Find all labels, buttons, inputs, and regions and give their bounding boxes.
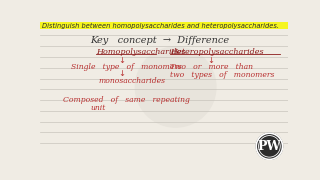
- Text: Homopolysaccharides: Homopolysaccharides: [96, 48, 185, 56]
- Text: monosaccharides: monosaccharides: [98, 77, 165, 85]
- Text: unit: unit: [90, 104, 106, 112]
- Circle shape: [135, 47, 216, 127]
- Text: Key   concept  →  Difference: Key concept → Difference: [91, 36, 230, 45]
- Text: Two   or   more   than: Two or more than: [170, 63, 253, 71]
- Text: PW: PW: [258, 140, 281, 153]
- Text: Heteropolysaccharides: Heteropolysaccharides: [170, 48, 264, 56]
- Circle shape: [256, 133, 283, 159]
- Text: Composed   of   same   repeating: Composed of same repeating: [63, 96, 190, 104]
- Text: ↓: ↓: [118, 56, 125, 65]
- Text: Single   type   of   monomers: Single type of monomers: [71, 63, 182, 71]
- Text: Distinguish between homopolysaccharides and heteropolysaccharides.: Distinguish between homopolysaccharides …: [42, 22, 279, 28]
- Text: ↓: ↓: [118, 69, 125, 78]
- Text: ↓: ↓: [207, 56, 214, 65]
- FancyBboxPatch shape: [40, 22, 288, 29]
- Text: two   types   of   monomers: two types of monomers: [170, 71, 275, 79]
